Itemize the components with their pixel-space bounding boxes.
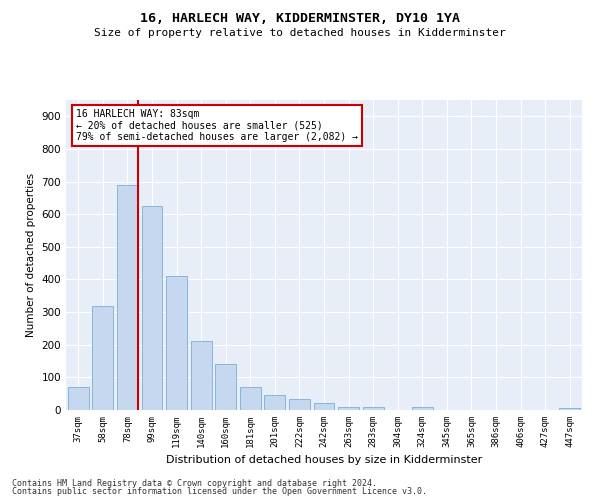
Bar — [314, 403, 334, 410]
Bar — [289, 398, 310, 410]
Bar — [92, 306, 113, 410]
X-axis label: Distribution of detached houses by size in Kidderminster: Distribution of detached houses by size … — [166, 456, 482, 466]
Bar — [166, 276, 187, 410]
Bar — [142, 206, 163, 410]
Bar — [362, 406, 383, 410]
Bar — [117, 185, 138, 410]
Text: Contains HM Land Registry data © Crown copyright and database right 2024.: Contains HM Land Registry data © Crown c… — [12, 478, 377, 488]
Bar — [412, 406, 433, 410]
Text: Contains public sector information licensed under the Open Government Licence v3: Contains public sector information licen… — [12, 487, 427, 496]
Bar — [559, 408, 580, 410]
Text: Size of property relative to detached houses in Kidderminster: Size of property relative to detached ho… — [94, 28, 506, 38]
Text: 16 HARLECH WAY: 83sqm
← 20% of detached houses are smaller (525)
79% of semi-det: 16 HARLECH WAY: 83sqm ← 20% of detached … — [76, 110, 358, 142]
Bar — [338, 406, 359, 410]
Bar — [215, 364, 236, 410]
Text: 16, HARLECH WAY, KIDDERMINSTER, DY10 1YA: 16, HARLECH WAY, KIDDERMINSTER, DY10 1YA — [140, 12, 460, 26]
Bar — [265, 394, 286, 410]
Bar — [68, 387, 89, 410]
Bar — [191, 342, 212, 410]
Y-axis label: Number of detached properties: Number of detached properties — [26, 173, 36, 337]
Bar — [240, 387, 261, 410]
